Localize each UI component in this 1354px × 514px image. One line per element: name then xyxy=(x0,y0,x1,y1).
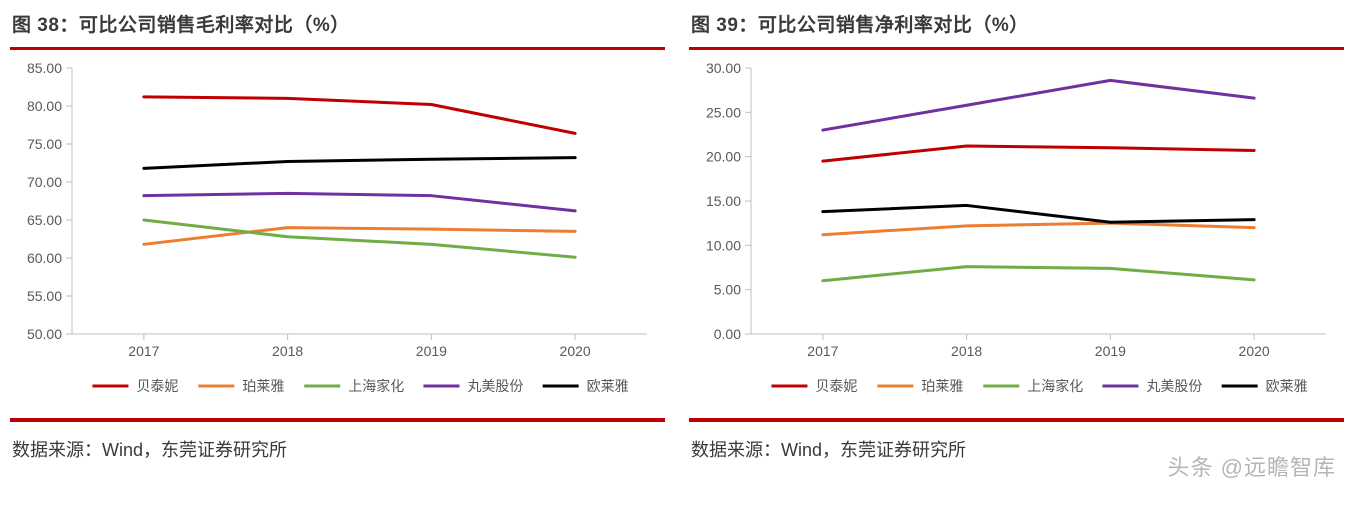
left-chart: 50.00 55.00 60.00 65.00 70.00 75.00 80.00 85.00… xyxy=(10,50,665,410)
svg-text:70.00: 70.00 xyxy=(27,174,62,190)
svg-text:65.00: 65.00 xyxy=(27,212,62,228)
svg-text:上海家化: 上海家化 xyxy=(348,378,404,394)
svg-text:2017: 2017 xyxy=(807,343,838,359)
svg-text:80.00: 80.00 xyxy=(27,98,62,114)
left-panel: 图 38：可比公司销售毛利率对比（%） 50.00 55.00 60.00 65.00… xyxy=(10,4,665,514)
svg-text:欧莱雅: 欧莱雅 xyxy=(587,378,629,394)
right-title: 图 39：可比公司销售净利率对比（%） xyxy=(689,4,1344,50)
svg-text:60.00: 60.00 xyxy=(27,250,62,266)
left-source: 数据来源：Wind，东莞证券研究所 xyxy=(10,422,665,462)
svg-text:15.00: 15.00 xyxy=(706,193,741,209)
svg-text:2018: 2018 xyxy=(951,343,982,359)
svg-text:10.00: 10.00 xyxy=(706,237,741,253)
svg-text:2020: 2020 xyxy=(560,343,591,359)
right-source: 数据来源：Wind，东莞证券研究所 xyxy=(689,422,1344,462)
svg-text:55.00: 55.00 xyxy=(27,288,62,304)
svg-text:上海家化: 上海家化 xyxy=(1027,378,1083,394)
svg-text:20.00: 20.00 xyxy=(706,149,741,165)
svg-text:75.00: 75.00 xyxy=(27,136,62,152)
right-panel: 图 39：可比公司销售净利率对比（%） 0.00 5.00 10.00 15.00 20… xyxy=(689,4,1344,514)
svg-text:丸美股份: 丸美股份 xyxy=(467,378,523,394)
svg-text:2019: 2019 xyxy=(416,343,447,359)
right-chart: 0.00 5.00 10.00 15.00 20.00 25.00 30.00 2017 201… xyxy=(689,50,1344,410)
svg-text:50.00: 50.00 xyxy=(27,326,62,342)
svg-text:2020: 2020 xyxy=(1239,343,1270,359)
svg-text:2018: 2018 xyxy=(272,343,303,359)
svg-text:0.00: 0.00 xyxy=(714,326,741,342)
svg-text:25.00: 25.00 xyxy=(706,104,741,120)
svg-text:2017: 2017 xyxy=(128,343,159,359)
svg-text:30.00: 30.00 xyxy=(706,60,741,76)
svg-text:5.00: 5.00 xyxy=(714,282,741,298)
svg-text:2019: 2019 xyxy=(1095,343,1126,359)
svg-text:贝泰妮: 贝泰妮 xyxy=(815,378,857,394)
svg-text:珀莱雅: 珀莱雅 xyxy=(921,378,963,394)
left-title: 图 38：可比公司销售毛利率对比（%） xyxy=(10,4,665,50)
svg-text:85.00: 85.00 xyxy=(27,60,62,76)
svg-text:欧莱雅: 欧莱雅 xyxy=(1266,378,1308,394)
svg-text:丸美股份: 丸美股份 xyxy=(1146,378,1202,394)
svg-text:珀莱雅: 珀莱雅 xyxy=(242,378,284,394)
svg-text:贝泰妮: 贝泰妮 xyxy=(136,378,178,394)
